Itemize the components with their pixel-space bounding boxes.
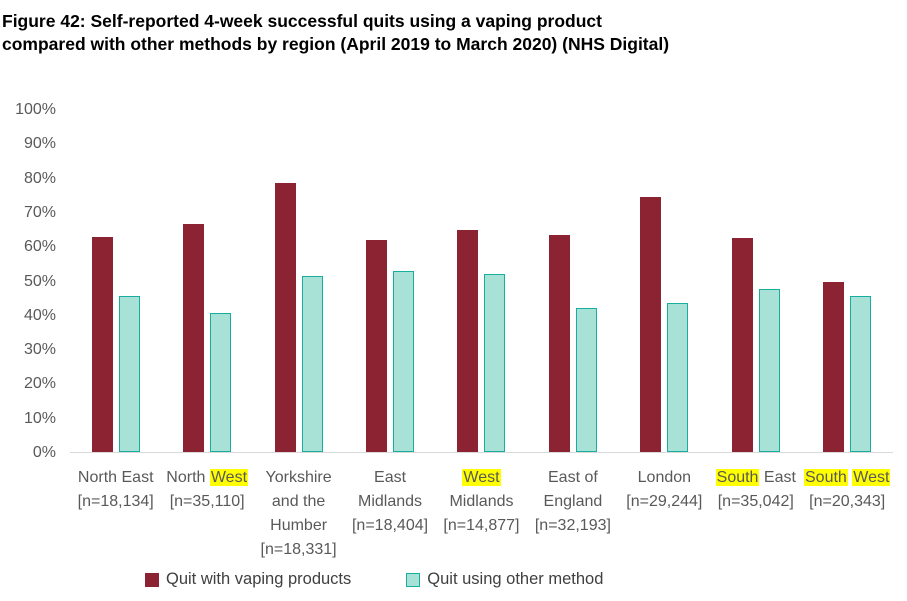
vaping-products-bar (548, 234, 570, 452)
legend-item-vaping: Quit with vaping products (145, 570, 351, 589)
y-axis-tick-label: 30% (23, 341, 56, 359)
label-text: Midlands (449, 493, 514, 510)
label-text: [n=35,042] (717, 493, 794, 510)
label-text: and the (271, 493, 326, 510)
chart-title: Figure 42: Self-reported 4-week successf… (2, 10, 862, 56)
label-text: England (543, 493, 603, 510)
chart-title-line-1: Figure 42: Self-reported 4-week successf… (2, 11, 602, 31)
label-text: [n=20,343] (809, 493, 886, 510)
vaping-products-bar (274, 183, 296, 452)
x-axis-labels: North East [n=18,134] North West [n=35,110]… (70, 466, 893, 562)
vaping-products-bar (91, 236, 113, 452)
x-axis-category-label: West Midlands [n=14,877] (436, 466, 527, 562)
other-method-bar (667, 302, 689, 452)
y-axis-tick-label: 80% (23, 169, 56, 187)
label-text: [n=32,193] (534, 517, 611, 534)
x-axis-category-label: London [n=29,244] (619, 466, 710, 562)
label-text: East (374, 469, 407, 486)
legend-label: Quit with vaping products (166, 570, 352, 588)
vaping-products-bar (640, 197, 662, 452)
x-axis-category-label: Yorkshire and the Humber [n=18,331] (253, 466, 344, 562)
other-method-bar (301, 276, 323, 452)
y-axis-tick-label: 10% (23, 409, 56, 427)
other-method-bar (393, 270, 415, 452)
highlighted-label-text: West (462, 469, 501, 486)
bar-group (161, 110, 252, 452)
x-axis-category-label: South West [n=20,343] (802, 466, 893, 562)
label-text: Midlands (358, 493, 423, 510)
bar-group (619, 110, 710, 452)
vaping-legend-swatch (145, 572, 159, 587)
y-axis-tick-label: 40% (23, 306, 56, 324)
label-text: [n=35,110] (169, 493, 245, 510)
y-axis-tick-label: 100% (15, 101, 56, 118)
label-text: [n=14,877] (443, 517, 520, 534)
vaping-products-bar (183, 223, 205, 452)
vaping-products-bar (823, 282, 845, 452)
x-axis-category-label: North East [n=18,134] (70, 466, 161, 562)
x-axis-category-label: South East [n=35,042] (710, 466, 801, 562)
other-method-bar (758, 288, 780, 452)
other-method-bar (484, 273, 506, 452)
label-text: North (166, 469, 210, 486)
y-axis-tick-label: 20% (23, 375, 56, 393)
x-axis-category-label: East Midlands [n=18,404] (344, 466, 435, 562)
label-text: Yorkshire (265, 469, 332, 486)
highlighted-label-text: South (715, 469, 760, 486)
y-axis: 0% 10% 20% 30% 40% 50% 60% 70% 80% 90% 100% (0, 101, 56, 461)
vaping-products-bar (731, 237, 753, 452)
y-axis-tick-label: 60% (23, 238, 56, 256)
y-axis-tick-label: 50% (23, 272, 56, 290)
label-text: North East (77, 469, 154, 486)
label-text: [n=18,331] (260, 541, 337, 558)
label-text: [n=18,134] (77, 493, 154, 510)
vaping-products-bar (366, 240, 388, 452)
label-text: East (759, 469, 796, 486)
label-text: East of (548, 469, 598, 486)
highlighted-label-text: West (209, 469, 249, 486)
highlighted-label-text: West (852, 469, 891, 486)
other-method-bar (210, 312, 232, 452)
bar-group (344, 110, 435, 452)
legend-label: Quit using other method (427, 570, 604, 588)
y-axis-tick-label: 70% (23, 203, 56, 221)
label-text: London (637, 469, 692, 486)
y-axis-tick-label: 0% (32, 444, 56, 461)
y-axis-tick-label: 90% (23, 135, 56, 153)
bar-group (527, 110, 618, 452)
x-axis-category-label: East of England [n=32,193] (527, 466, 618, 562)
other-method-bar (850, 295, 872, 452)
label-text: Humber (270, 517, 328, 534)
bar-group (70, 110, 161, 452)
highlighted-label-text: South (804, 469, 848, 486)
vaping-products-bar (457, 230, 479, 452)
bar-group (710, 110, 801, 452)
label-text: [n=29,244] (626, 493, 703, 510)
other-method-bar (575, 307, 597, 452)
bar-group (802, 110, 893, 452)
other-method-bar (118, 295, 140, 452)
bar-group (436, 110, 527, 452)
label-text: [n=18,404] (351, 517, 429, 534)
legend-item-other: Quit using other method (406, 570, 603, 589)
chart-title-line-2: compared with other methods by region (A… (2, 34, 670, 54)
legend: Quit with vaping products Quit using othe… (145, 570, 603, 589)
x-axis-category-label: North West [n=35,110] (161, 466, 252, 562)
other-legend-swatch (406, 572, 421, 587)
bar-group (253, 110, 344, 452)
plot-area (70, 110, 893, 453)
